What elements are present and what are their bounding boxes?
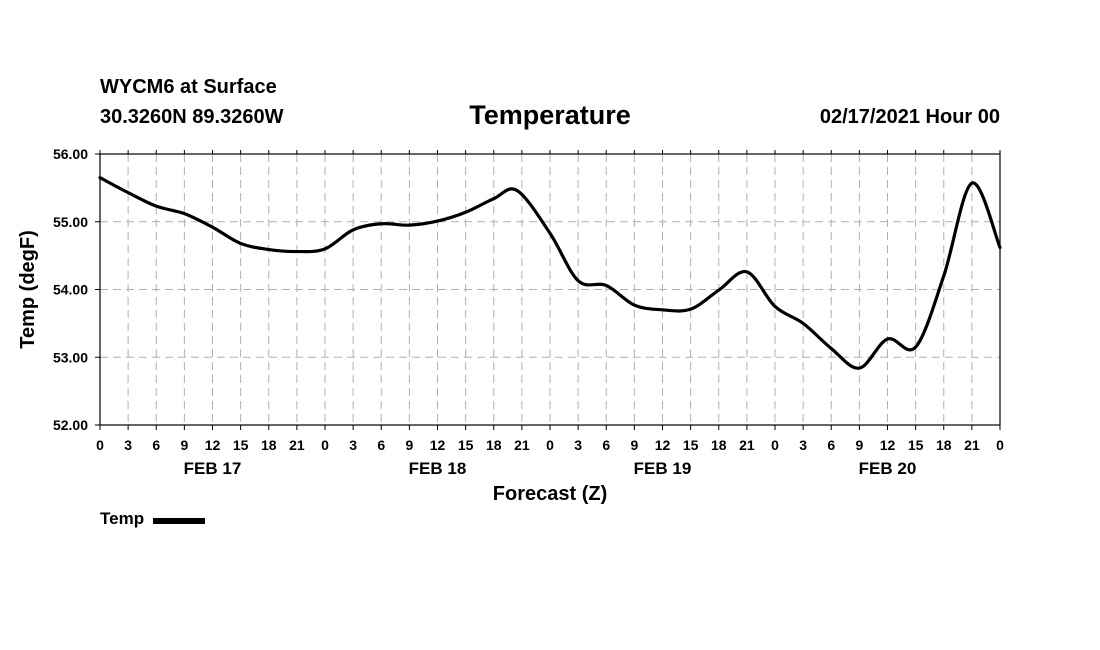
day-label: FEB 18 — [409, 459, 467, 478]
x-tick-label: 12 — [880, 437, 896, 453]
x-tick-label: 3 — [574, 437, 582, 453]
x-tick-label: 0 — [771, 437, 779, 453]
x-tick-label: 21 — [739, 437, 755, 453]
legend-line-swatch — [153, 517, 206, 524]
series-line-temp — [98, 176, 1002, 370]
x-tick-label: 6 — [602, 437, 610, 453]
x-tick-label: 21 — [514, 437, 530, 453]
x-tick-label: 9 — [630, 437, 638, 453]
x-tick-labels: 0 3 6 9 12 15 18 21 0 3 6 9 12 15 18 21 0 3 6 9 12 15 18 21 0 3 6 9… — [96, 437, 1004, 453]
y-tick-label: 53.00 — [53, 349, 88, 365]
x-tick-label: 3 — [124, 437, 132, 453]
x-tick-label: 21 — [964, 437, 980, 453]
x-tick-label: 15 — [683, 437, 699, 453]
y-tick-label: 54.00 — [53, 282, 88, 298]
x-tick-label: 15 — [233, 437, 249, 453]
x-tick-label: 15 — [908, 437, 924, 453]
day-labels: FEB 17 FEB 18 FEB 19 FEB 20 — [184, 459, 917, 478]
x-tick-label: 9 — [855, 437, 863, 453]
legend-label: Temp — [100, 509, 145, 528]
x-tick-label: 6 — [377, 437, 385, 453]
x-tick-label: 3 — [349, 437, 357, 453]
y-tick-label: 55.00 — [53, 214, 88, 230]
x-axis-title: Forecast (Z) — [493, 483, 607, 505]
axis-ticks — [95, 150, 1001, 430]
x-tick-label: 18 — [261, 437, 277, 453]
day-label: FEB 20 — [859, 459, 917, 478]
x-tick-label: 6 — [827, 437, 835, 453]
x-tick-label: 0 — [996, 437, 1004, 453]
y-axis-title: Temp (degF) — [17, 230, 39, 349]
legend: Temp — [100, 509, 206, 529]
valid-time-label: 02/17/2021 Hour 00 — [819, 106, 1000, 128]
x-tick-label: 12 — [430, 437, 446, 453]
station-label: WYCM6 at Surface — [100, 76, 277, 98]
grid — [100, 154, 1000, 425]
x-tick-label: 15 — [458, 437, 474, 453]
x-tick-label: 9 — [180, 437, 188, 453]
x-tick-label: 21 — [289, 437, 305, 453]
series — [98, 176, 1002, 370]
x-tick-label: 0 — [321, 437, 329, 453]
y-tick-labels: 52.00 53.00 54.00 55.00 56.00 — [53, 146, 88, 433]
x-tick-label: 9 — [405, 437, 413, 453]
x-tick-label: 0 — [96, 437, 104, 453]
x-tick-label: 18 — [711, 437, 727, 453]
chart-title: Temperature — [469, 100, 631, 130]
x-tick-label: 12 — [655, 437, 671, 453]
x-tick-label: 18 — [486, 437, 502, 453]
day-label: FEB 19 — [634, 459, 692, 478]
x-tick-label: 6 — [152, 437, 160, 453]
y-tick-label: 52.00 — [53, 417, 88, 433]
x-tick-label: 0 — [546, 437, 554, 453]
day-label: FEB 17 — [184, 459, 242, 478]
coordinates-label: 30.3260N 89.3260W — [100, 106, 284, 128]
y-tick-label: 56.00 — [53, 146, 88, 162]
x-tick-label: 12 — [205, 437, 221, 453]
x-tick-label: 18 — [936, 437, 952, 453]
x-tick-label: 3 — [799, 437, 807, 453]
